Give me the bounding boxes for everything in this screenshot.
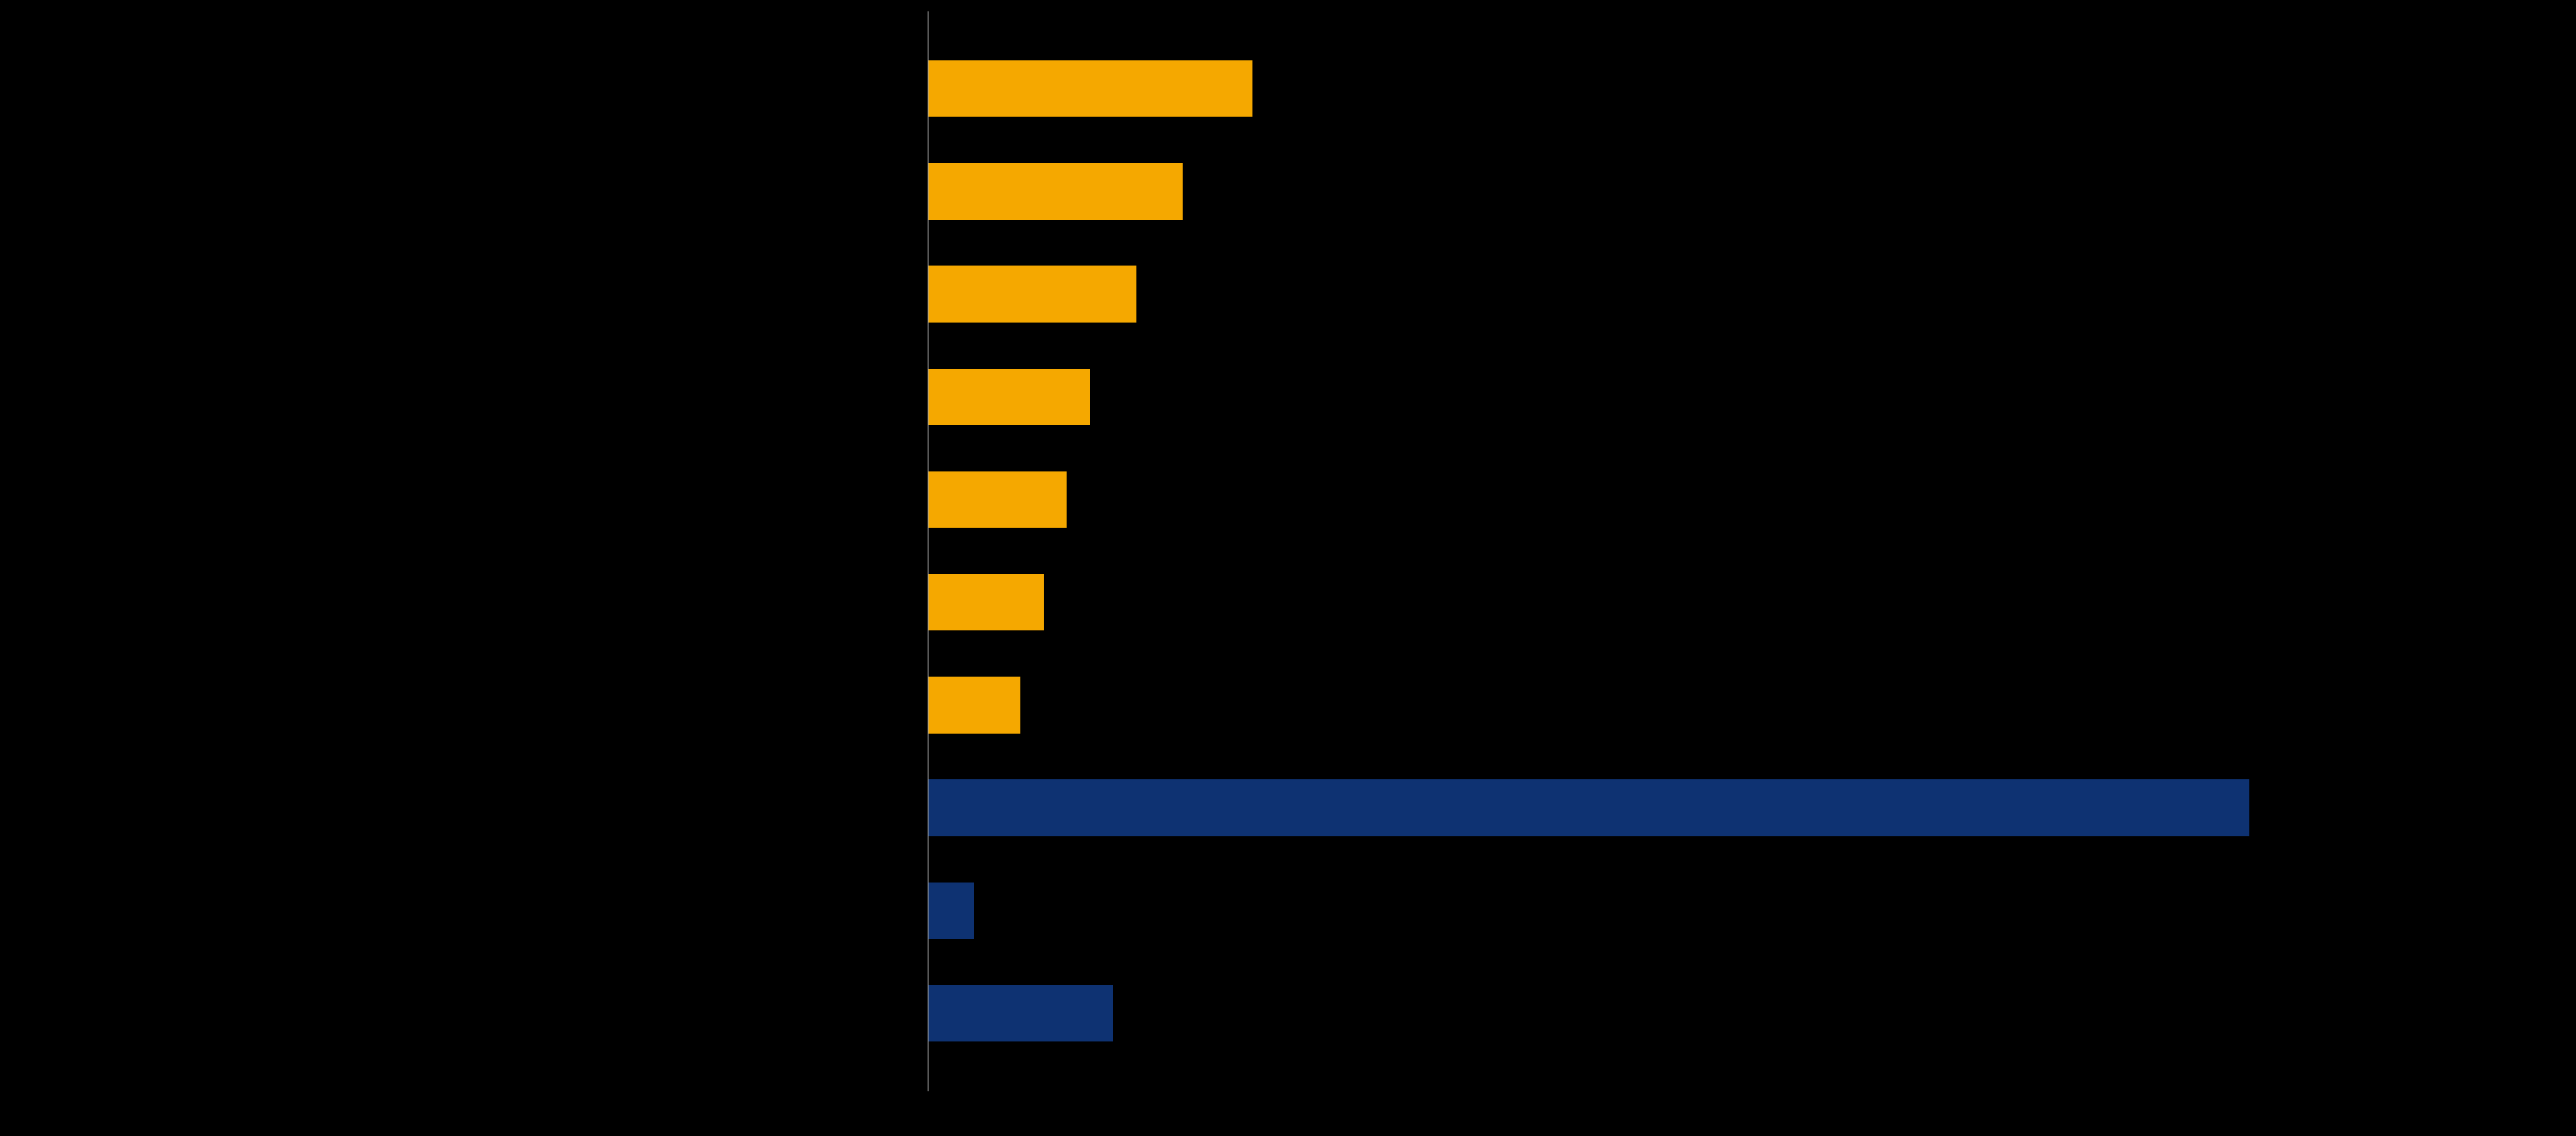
Bar [927, 574, 1043, 630]
Bar [927, 368, 1090, 425]
Bar [927, 60, 1252, 117]
Bar [927, 164, 1182, 219]
Bar [927, 677, 1020, 734]
Bar [927, 883, 974, 938]
Bar [927, 985, 1113, 1042]
Bar [927, 779, 2249, 836]
Bar [927, 266, 1136, 323]
Bar [927, 471, 1066, 528]
